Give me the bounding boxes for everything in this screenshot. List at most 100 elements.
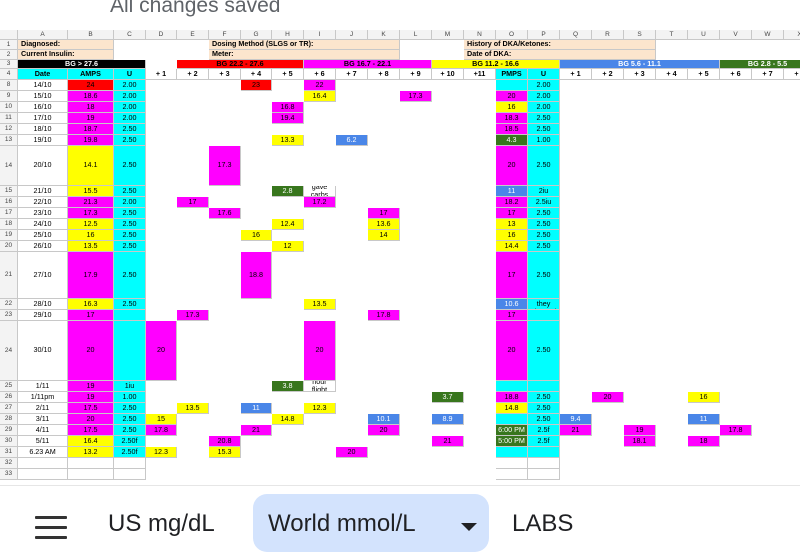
header-cell[interactable]: + 8 xyxy=(784,69,800,80)
menu-icon[interactable] xyxy=(35,516,67,540)
units-cell[interactable]: 2.50 xyxy=(114,124,146,135)
pmps-cell[interactable]: 17 xyxy=(496,310,528,321)
reading-cell[interactable]: 12.3 xyxy=(304,403,336,414)
history-dka-label[interactable]: History of DKA/Ketones: xyxy=(464,40,656,50)
date-cell[interactable]: 1/11 xyxy=(18,381,68,392)
pm-units-cell[interactable]: 2.50 xyxy=(528,230,560,241)
pmps-cell[interactable]: 14.4 xyxy=(496,241,528,252)
column-header[interactable]: W xyxy=(752,30,784,40)
row-number[interactable]: 22 xyxy=(0,299,18,310)
column-header[interactable]: X xyxy=(784,30,800,40)
pm-units-cell[interactable]: 2.00 xyxy=(528,91,560,102)
units-cell[interactable]: 2.50 xyxy=(114,186,146,197)
amps-cell[interactable]: 14.1 xyxy=(68,146,114,186)
pmps-cell[interactable]: 17 xyxy=(496,208,528,219)
reading-cell[interactable]: 19.4 xyxy=(272,113,304,124)
pm-units-cell[interactable]: 2.50 xyxy=(528,124,560,135)
pmps-cell[interactable]: 13 xyxy=(496,219,528,230)
reading-cell[interactable]: 12.3 xyxy=(146,447,177,458)
units-cell[interactable]: 2.00 xyxy=(114,197,146,208)
reading-cell[interactable]: 17.8 xyxy=(368,310,400,321)
row-number[interactable]: 32 xyxy=(0,458,18,469)
units-cell[interactable]: 2.50f xyxy=(114,436,146,447)
pmps-cell[interactable]: 20 xyxy=(496,146,528,186)
pm-units-cell[interactable]: 2.5f xyxy=(528,436,560,447)
reading-cell[interactable]: 17.6 xyxy=(209,208,241,219)
column-header[interactable]: S xyxy=(624,30,656,40)
pmps-cell[interactable]: 20 xyxy=(496,91,528,102)
reading-cell[interactable]: 15 xyxy=(146,414,177,425)
units-cell[interactable]: 2.50 xyxy=(114,425,146,436)
amps-cell[interactable]: 21.3 xyxy=(68,197,114,208)
pm-units-cell[interactable] xyxy=(528,458,560,469)
pmps-cell[interactable] xyxy=(496,414,528,425)
row-number[interactable]: 20 xyxy=(0,241,18,252)
pmps-cell[interactable]: 18.2 xyxy=(496,197,528,208)
header-cell[interactable]: + 8 xyxy=(368,69,400,80)
pm-units-cell[interactable]: 2.50 xyxy=(528,403,560,414)
reading-cell[interactable]: 18 xyxy=(688,436,720,447)
pm-units-cell[interactable]: 2.50 xyxy=(528,208,560,219)
date-cell[interactable]: 17/10 xyxy=(18,113,68,124)
row-number[interactable]: 8 xyxy=(0,80,18,91)
date-cell[interactable]: 26/10 xyxy=(18,241,68,252)
header-cell[interactable]: + 6 xyxy=(720,69,752,80)
amps-cell[interactable]: 18.6 xyxy=(68,91,114,102)
units-cell[interactable] xyxy=(114,469,146,480)
pmps-cell[interactable]: 18.3 xyxy=(496,113,528,124)
units-cell[interactable] xyxy=(114,321,146,381)
row-number[interactable]: 27 xyxy=(0,403,18,414)
units-cell[interactable]: 2.50 xyxy=(114,135,146,146)
units-cell[interactable]: 2.50f xyxy=(114,447,146,458)
amps-cell[interactable]: 16.4 xyxy=(68,436,114,447)
header-cell[interactable]: + 9 xyxy=(400,69,432,80)
row-number[interactable]: 31 xyxy=(0,447,18,458)
date-cell[interactable]: 24/10 xyxy=(18,219,68,230)
pmps-cell[interactable]: 11 xyxy=(496,186,528,197)
row-number[interactable]: 10 xyxy=(0,102,18,113)
column-header[interactable]: R xyxy=(592,30,624,40)
units-cell[interactable]: 2.50 xyxy=(114,146,146,186)
current-insulin-label[interactable]: Current Insulin: xyxy=(18,50,114,60)
pm-units-cell[interactable]: ??? Think they shave d it xyxy=(528,299,560,310)
row-number[interactable]: 12 xyxy=(0,124,18,135)
reading-cell[interactable]: 20 xyxy=(368,425,400,436)
reading-cell[interactable]: 17 xyxy=(368,208,400,219)
date-cell[interactable] xyxy=(18,458,68,469)
reading-cell[interactable]: 17.2 xyxy=(304,197,336,208)
pm-units-cell[interactable]: 2.00 xyxy=(528,80,560,91)
units-cell[interactable]: 2.50 xyxy=(114,208,146,219)
reading-cell[interactable]: They gave carbs here xyxy=(304,186,336,197)
date-cell[interactable]: 20/10 xyxy=(18,146,68,186)
tab-labs[interactable]: LABS xyxy=(512,510,574,537)
date-cell[interactable]: 25/10 xyxy=(18,230,68,241)
units-cell[interactable]: 2.00 xyxy=(114,91,146,102)
pmps-cell[interactable]: 17 xyxy=(496,252,528,299)
row-number[interactable]: 24 xyxy=(0,321,18,381)
column-header[interactable]: O xyxy=(496,30,528,40)
pm-units-cell[interactable]: 2.50 xyxy=(528,219,560,230)
pm-units-cell[interactable] xyxy=(528,310,560,321)
header-cell[interactable]: + 7 xyxy=(336,69,368,80)
header-cell[interactable]: + 4 xyxy=(241,69,272,80)
column-header[interactable]: L xyxy=(400,30,432,40)
reading-cell[interactable]: 17.3 xyxy=(177,310,209,321)
column-header[interactable]: I xyxy=(304,30,336,40)
reading-cell[interactable]: 11 xyxy=(688,414,720,425)
header-cell[interactable]: U xyxy=(114,69,146,80)
reading-cell[interactable]: 13.3 xyxy=(272,135,304,146)
amps-cell[interactable]: 19 xyxy=(68,113,114,124)
row-number[interactable]: 19 xyxy=(0,230,18,241)
units-cell[interactable]: 2.50 xyxy=(114,230,146,241)
amps-cell[interactable] xyxy=(68,469,114,480)
amps-cell[interactable]: 17.9 xyxy=(68,252,114,299)
column-header[interactable]: U xyxy=(688,30,720,40)
reading-cell[interactable]: 3.8 xyxy=(272,381,304,392)
amps-cell[interactable]: 17 xyxy=(68,310,114,321)
reading-cell[interactable]: 21 xyxy=(432,436,464,447)
reading-cell[interactable]: 20 xyxy=(146,321,177,381)
dosing-method-label[interactable]: Dosing Method (SLGS or TR): xyxy=(209,40,400,50)
amps-cell[interactable]: 19.8 xyxy=(68,135,114,146)
row-number[interactable]: 21 xyxy=(0,252,18,299)
pmps-cell[interactable]: 5:00 PM xyxy=(496,436,528,447)
